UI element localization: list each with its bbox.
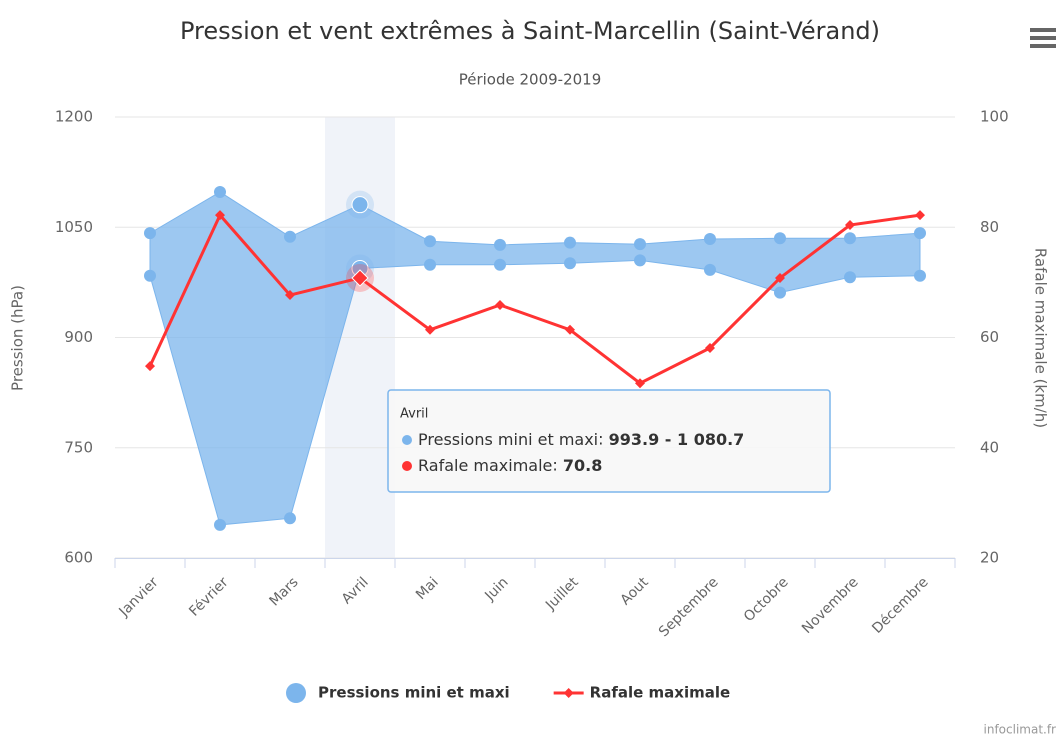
x-tick-label: Mars (267, 574, 302, 609)
range-marker (774, 232, 786, 245)
tooltip-series: Pressions mini et maxi (418, 430, 598, 449)
range-marker (844, 271, 856, 284)
line-marker (145, 361, 155, 372)
line-marker (705, 342, 715, 353)
line-marker (351, 269, 369, 287)
legend-symbol (563, 688, 574, 698)
y-tick-label: 1050 (55, 218, 93, 236)
y2-tick-label: 60 (980, 328, 999, 346)
tooltip-box (387, 389, 831, 493)
range-marker (844, 232, 856, 245)
range-marker (704, 233, 716, 246)
line (148, 212, 921, 386)
y-tick-label: 900 (64, 328, 93, 346)
range-marker (564, 257, 576, 270)
line-marker (915, 210, 925, 221)
tooltip-bullet (402, 435, 412, 445)
range-marker (914, 227, 926, 240)
tooltip-title: Avril (400, 407, 428, 422)
y-tick-label: 750 (64, 438, 93, 456)
y-axis-title: Pression (hPa) (9, 285, 27, 391)
menu-bar[interactable] (1030, 28, 1056, 32)
y2-axis-title: Rafale maximale (km/h) (1032, 248, 1050, 428)
chart-title: Pression et vent extrêmes à Saint-Marcel… (180, 17, 880, 45)
legend: Pressions mini et maxi Rafale maximale (286, 683, 730, 703)
legend-item[interactable]: Rafale maximale (553, 684, 731, 702)
x-tick-label: Juillet (542, 574, 582, 614)
range-marker (494, 238, 506, 251)
x-tick-label: Juin (481, 574, 511, 604)
line-marker (635, 378, 645, 389)
range-marker (214, 185, 226, 198)
y2-tick-label: 80 (980, 218, 999, 236)
chart-subtitle: Période 2009-2019 (459, 71, 602, 89)
tooltip: Avril Pressions mini et maxi: 993.9 - 1 0… (387, 389, 831, 493)
line-marker (285, 290, 295, 301)
range-marker (774, 286, 786, 299)
legend-symbol (286, 683, 306, 703)
tooltip-value: 70.8 (563, 456, 602, 475)
legend-label: Pressions mini et maxi (318, 684, 510, 702)
range-marker (351, 196, 369, 214)
line-marker (495, 299, 505, 310)
range-marker (284, 230, 296, 243)
range-marker (634, 254, 646, 267)
line-marker (845, 220, 855, 231)
tooltip-value: 993.9 - 1 080.7 (609, 430, 745, 449)
y2-tick-label: 20 (980, 549, 999, 567)
x-tick-label: Janvier (116, 574, 162, 620)
x-tick-label: Novembre (799, 574, 862, 637)
tooltip-bullet (402, 461, 412, 471)
line-marker (775, 272, 785, 283)
y-tick-label: 600 (64, 549, 93, 567)
line-marker (565, 324, 575, 335)
x-tick-label: Octobre (741, 574, 792, 625)
menu-bar[interactable] (1030, 36, 1056, 40)
legend-item[interactable]: Pressions mini et maxi (286, 683, 510, 703)
x-tick-label: Septembre (656, 574, 722, 640)
x-tick-label: Décembre (869, 574, 931, 636)
line-marker (425, 324, 435, 335)
range-marker (144, 227, 156, 240)
range-marker (494, 258, 506, 271)
range-marker (634, 238, 646, 251)
range-marker (424, 235, 436, 248)
y-tick-label: 1200 (55, 108, 93, 126)
range-marker (284, 512, 296, 525)
x-tick-label: Mai (413, 574, 442, 603)
range-marker (144, 269, 156, 282)
legend-label: Rafale maximale (590, 684, 731, 702)
tooltip-name: Rafale maximale: 70.8 (418, 456, 602, 475)
y2-tick-label: 100 (980, 108, 1009, 126)
range-marker (564, 236, 576, 249)
range-marker (704, 263, 716, 276)
menu-button[interactable] (1030, 28, 1056, 48)
x-tick-label: Avril (339, 574, 372, 607)
x-tick-label: Février (186, 574, 232, 620)
tooltip-series: Rafale maximale (418, 456, 552, 475)
tooltip-name: Pressions mini et maxi: 993.9 - 1 080.7 (418, 430, 744, 449)
range-marker (424, 258, 436, 271)
credits[interactable]: infoclimat.fr (984, 723, 1057, 737)
y2-tick-label: 40 (980, 438, 999, 456)
menu-bar[interactable] (1030, 44, 1056, 48)
line-marker (215, 210, 225, 221)
x-tick-label: Aout (618, 574, 652, 608)
range-marker (214, 518, 226, 531)
range-marker (914, 269, 926, 282)
